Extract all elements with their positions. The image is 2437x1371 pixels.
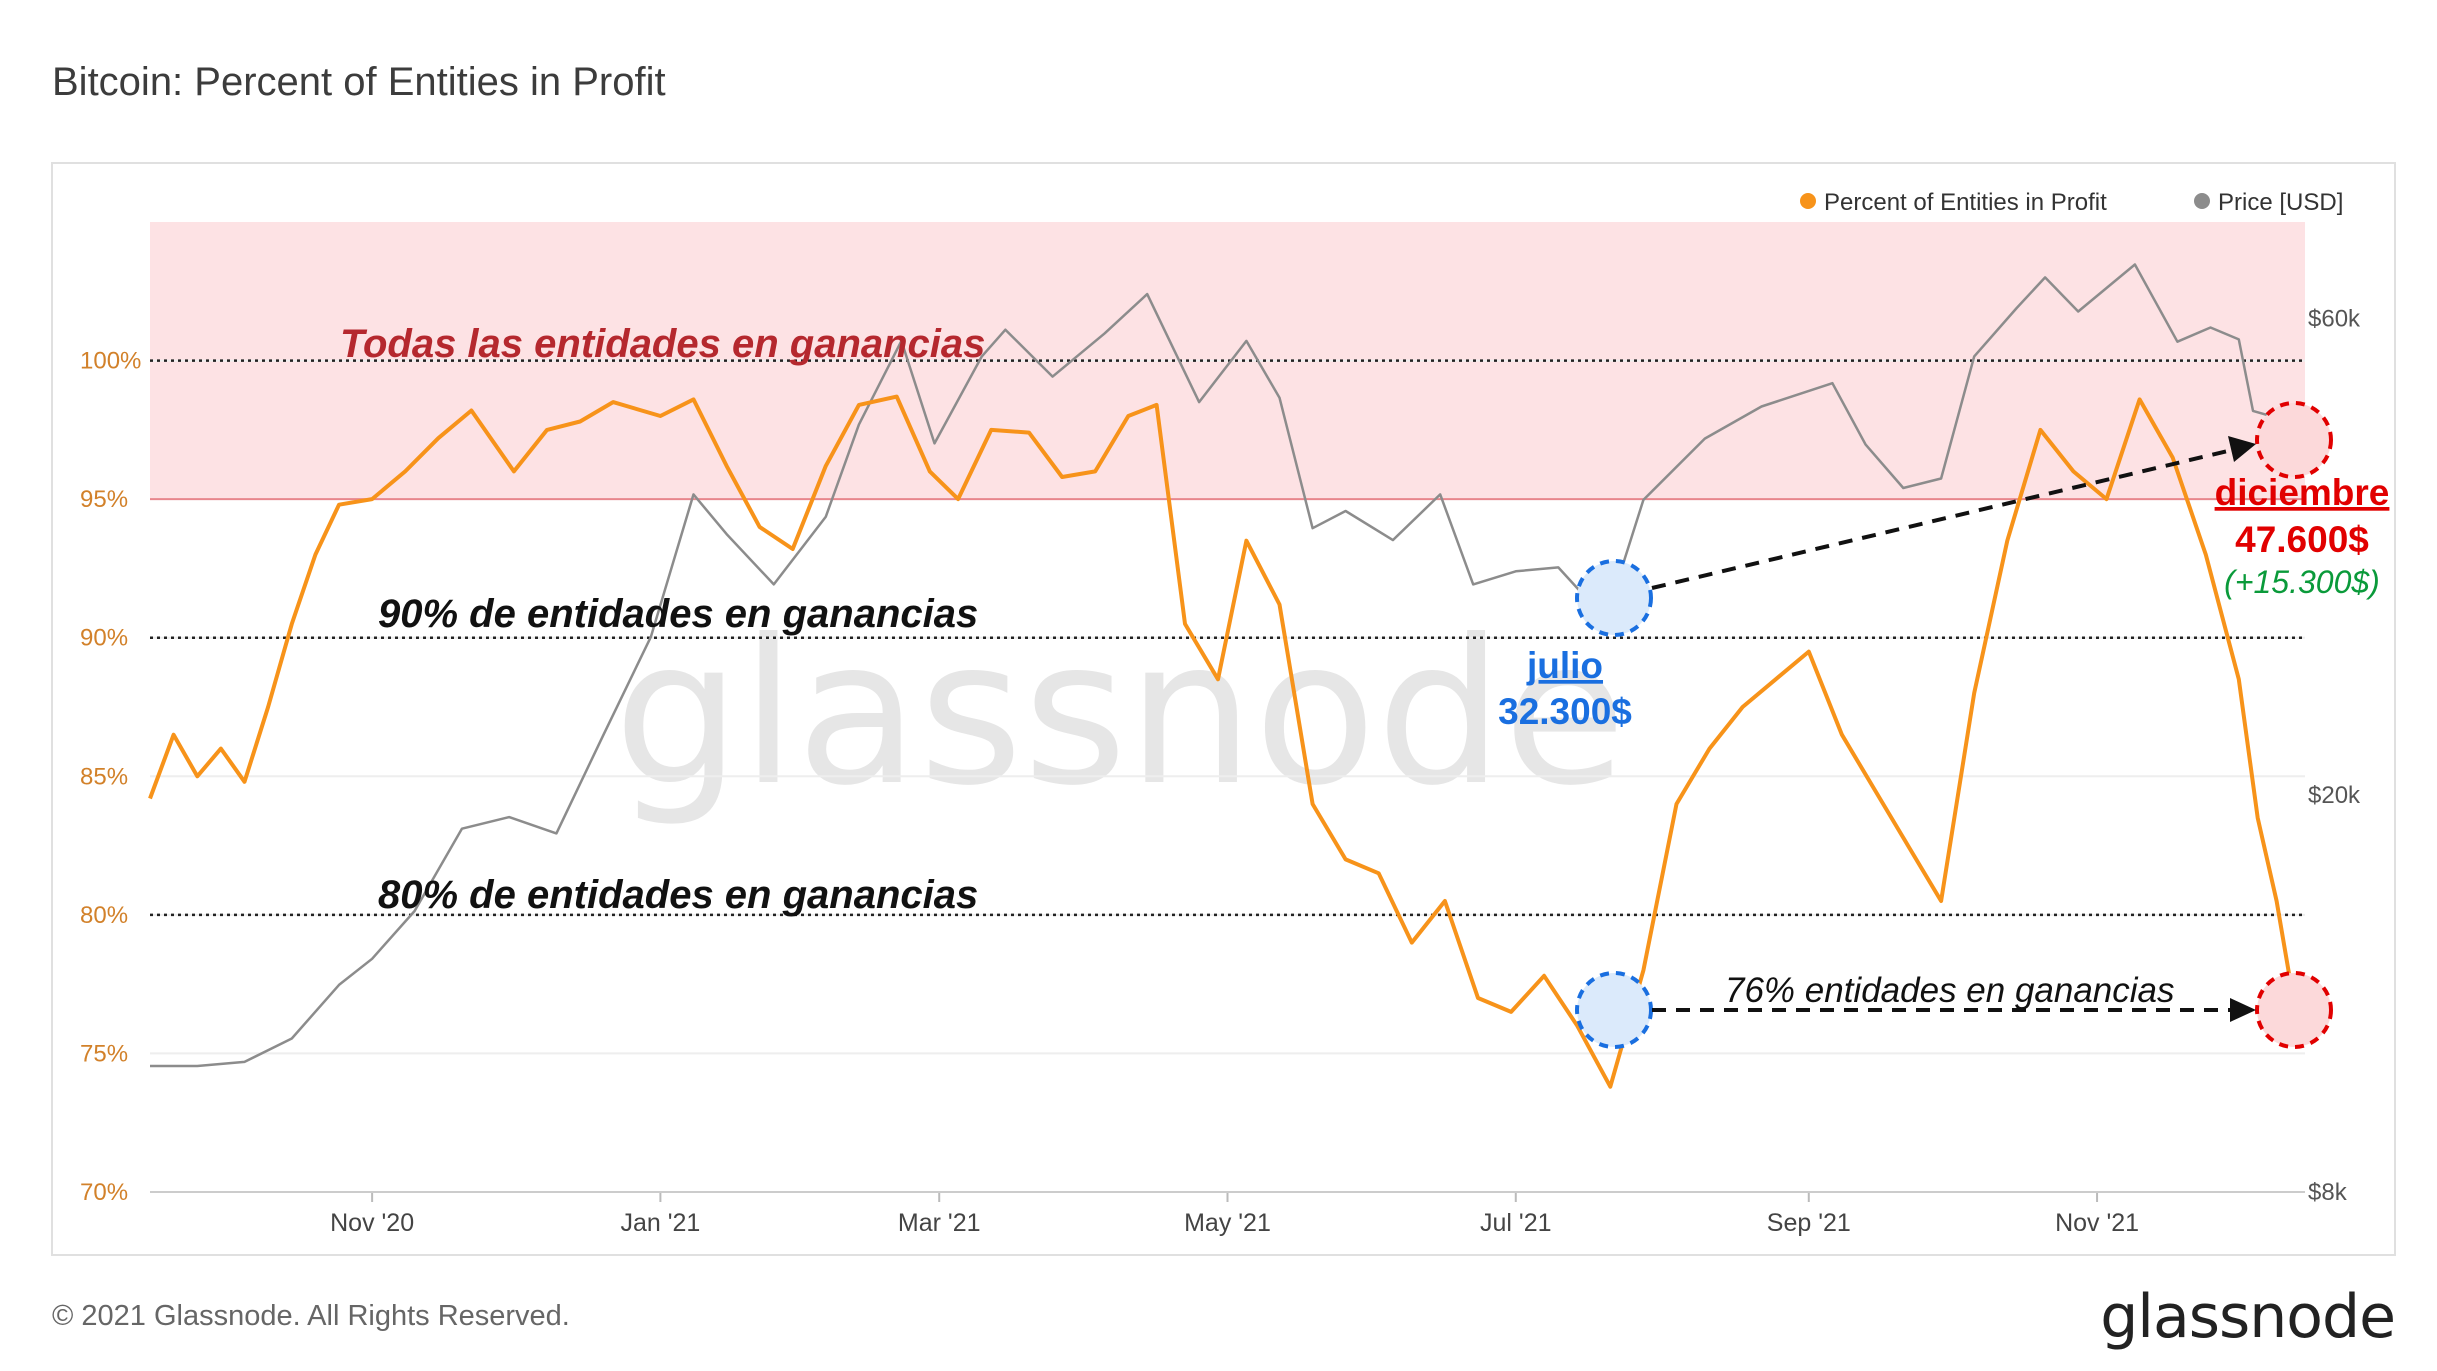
- annotation-dec-month: diciembre: [2215, 472, 2390, 513]
- x-tick-label: Jan '21: [620, 1209, 700, 1237]
- annotation-july-price: 32.300$: [1498, 691, 1632, 732]
- copyright-footer: © 2021 Glassnode. All Rights Reserved.: [52, 1300, 570, 1332]
- x-tick-label: Nov '20: [330, 1209, 414, 1237]
- annotation-dec-change: (+15.300$): [2224, 564, 2380, 600]
- x-tick-label: Mar '21: [898, 1209, 981, 1237]
- x-tick-label: Jul '21: [1480, 1209, 1551, 1237]
- july-price-circle: [1575, 559, 1653, 637]
- x-tick-label: Nov '21: [2055, 1209, 2139, 1237]
- y-left-tick-label: 75%: [80, 1040, 128, 1067]
- annotation-all-profit: Todas las entidades en ganancias: [340, 322, 985, 366]
- y-left-tick-label: 95%: [80, 486, 128, 513]
- annotation-ninety: 90% de entidades en ganancias: [378, 592, 978, 636]
- y-axis-right: $8k $20k $60k: [2308, 306, 2361, 1206]
- series-layer: [148, 263, 2307, 1089]
- y-left-tick-label: 90%: [80, 625, 128, 652]
- dec-profit-circle: [2255, 971, 2333, 1049]
- y-left-tick-label: 100%: [80, 348, 141, 375]
- y-left-tick-label: 70%: [80, 1179, 128, 1206]
- brand-logo: glassnode: [2100, 1282, 2396, 1352]
- annotation-seventy-six: 76% entidades en ganancias: [1725, 971, 2175, 1010]
- annotation-dec-price: 47.600$: [2235, 519, 2369, 560]
- legend-marker-percent-in-profit: [1800, 193, 1816, 209]
- x-axis: Nov '20 Jan '21 Mar '21 May '21 Jul '21 Sep '…: [150, 1191, 2305, 1237]
- price-arrow-head: [2228, 436, 2256, 462]
- price-arrow-line: [1651, 448, 2233, 590]
- legend-label-percent-in-profit: Percent of Entities in Profit: [1824, 189, 2107, 216]
- reference-lines: [150, 359, 2305, 917]
- chart-title: Bitcoin: Percent of Entities in Profit: [52, 60, 666, 104]
- plot-frame: [51, 162, 2396, 1256]
- annotation-eighty: 80% de entidades en ganancias: [378, 873, 978, 917]
- legend-label-price: Price [USD]: [2218, 189, 2343, 216]
- x-tick-label: May '21: [1184, 1209, 1271, 1237]
- series-line-price: [150, 263, 2306, 1068]
- y-left-tick-label: 85%: [80, 763, 128, 790]
- y-left-tick-label: 80%: [80, 902, 128, 929]
- annotation-july-month: julio: [1526, 645, 1603, 686]
- annotations: Todas las entidades en ganancias 90% de …: [340, 322, 2390, 1049]
- y-right-tick-label: $20k: [2308, 782, 2361, 809]
- legend: Percent of Entities in Profit Price [USD]: [1800, 189, 2343, 216]
- legend-marker-price: [2194, 193, 2210, 209]
- y-right-tick-label: $60k: [2308, 306, 2361, 333]
- series-line-percent-in-profit: [148, 394, 2307, 1089]
- x-tick-label: Sep '21: [1767, 1209, 1851, 1237]
- y-axis-left: 70% 75% 80% 85% 90% 95% 100%: [80, 348, 141, 1206]
- july-profit-circle: [1575, 971, 1653, 1049]
- y-right-tick-label: $8k: [2308, 1179, 2348, 1206]
- profit-arrow-head: [2230, 998, 2256, 1022]
- dec-price-circle: [2255, 401, 2333, 479]
- watermark: glassnode: [614, 597, 1627, 830]
